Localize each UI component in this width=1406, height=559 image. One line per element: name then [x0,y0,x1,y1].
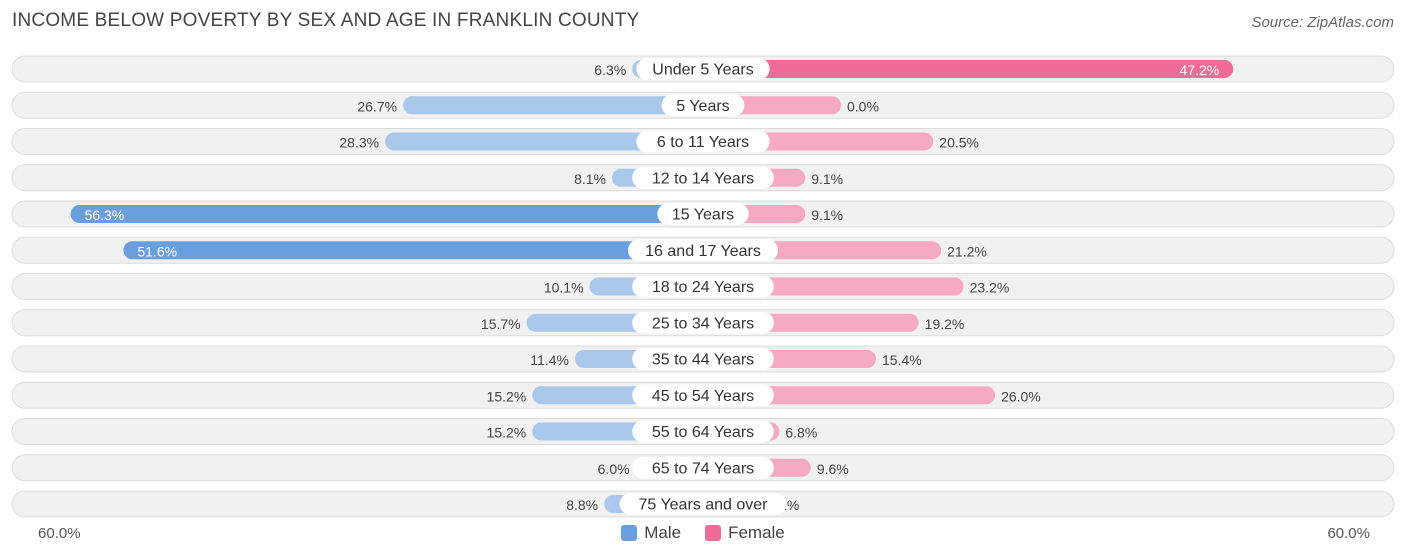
category-label: 35 to 44 Years [652,352,754,369]
female-value-label: 9.1% [811,171,843,187]
male-value-label: 26.7% [357,98,397,114]
axis-right-label: 60.0% [1327,525,1370,542]
male-value-label: 51.6% [137,243,177,259]
male-bar [385,132,703,151]
category-label: 55 to 64 Years [652,424,754,441]
female-value-label: 19.2% [925,316,965,332]
category-label: 6 to 11 Years [657,134,749,151]
category-label-bg [619,493,787,515]
category-label-bg [632,275,774,298]
male-value-label: 11.4% [530,352,569,368]
category-label: 18 to 24 Years [652,279,754,296]
male-swatch [621,525,638,541]
female-value-label: 47.2% [1180,62,1220,78]
female-value-label: 9.6% [817,461,849,477]
category-label-bg [636,130,770,153]
male-value-label: 6.3% [594,62,626,78]
male-value-label: 15.2% [487,425,527,441]
chart-title: INCOME BELOW POVERTY BY SEX AND AGE IN F… [12,10,640,31]
legend: Male Female [0,523,1406,543]
legend-female-label: Female [728,523,785,542]
category-label: 16 and 17 Years [645,243,761,260]
legend-item-female[interactable]: Female [705,523,785,543]
category-label-bg [632,348,774,370]
chart-svg: 6.3% 47.2% Under 5 Years 26.7% 0.0% 5 Years 28… [11,55,1395,518]
male-bar [123,241,704,260]
male-value-label: 8.8% [566,497,598,513]
male-bar [70,205,703,223]
category-label: Under 5 Years [652,62,753,79]
male-value-label: 6.0% [598,461,630,477]
male-value-label: 15.7% [481,316,521,332]
male-value-label: 28.3% [339,135,379,151]
female-value-label: 21.2% [947,243,987,259]
female-value-label: 15.4% [882,352,922,368]
female-bar [703,60,1234,78]
male-value-label: 56.3% [85,207,125,223]
category-label-bg [636,58,770,80]
legend-male-label: Male [644,523,682,542]
female-bar [703,386,996,405]
source-credit: Source: ZipAtlas.com [1251,14,1394,31]
category-label: 15 Years [672,207,734,224]
category-label-bg [632,420,774,443]
female-value-label: 20.5% [939,135,979,151]
male-bar [403,96,703,115]
male-value-label: 8.1% [574,171,606,187]
category-label-bg [628,239,778,262]
category-label-bg [657,203,749,225]
category-label: 75 Years and over [639,497,769,514]
female-value-label: 6.8% [785,425,817,441]
female-value-label: 9.1% [811,207,843,223]
category-label-bg [632,456,774,479]
category-label-bg [632,166,774,189]
category-label-bg [661,94,745,117]
female-swatch [705,525,722,541]
female-value-label: 0.0% [847,98,879,114]
female-value-label: 23.2% [970,280,1010,296]
category-label: 45 to 54 Years [652,388,754,405]
category-label: 25 to 34 Years [652,315,754,332]
male-value-label: 10.1% [544,280,584,296]
female-value-label: 26.0% [1001,388,1041,404]
male-value-label: 15.2% [487,388,527,404]
axis-left-label: 60.0% [38,525,81,542]
legend-item-male[interactable]: Male [621,523,681,543]
category-label: 12 to 14 Years [652,170,754,187]
category-label-bg [632,384,774,407]
category-label: 5 Years [676,98,729,115]
category-label: 65 to 74 Years [652,460,754,477]
category-label-bg [632,311,774,334]
